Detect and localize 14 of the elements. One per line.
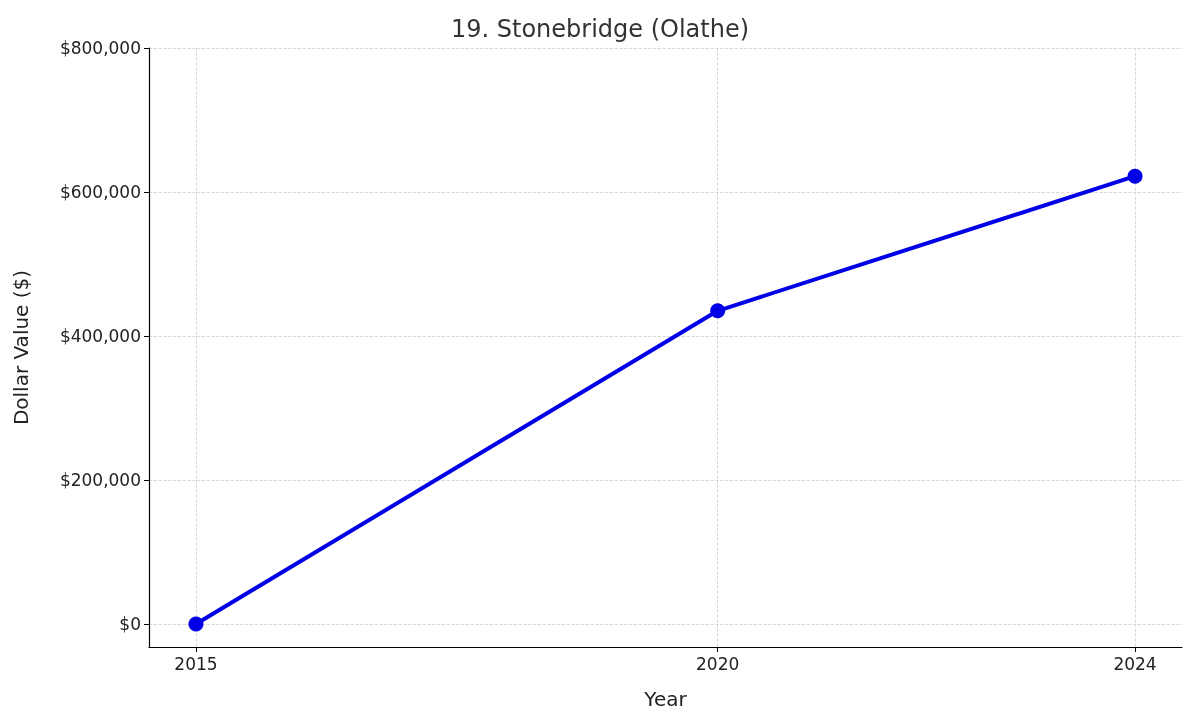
chart-title: 19. Stonebridge (Olathe) xyxy=(450,15,750,43)
point xyxy=(1127,168,1143,184)
y-axis-title: Dollar Value ($) xyxy=(9,269,33,426)
point xyxy=(188,616,204,632)
x-tick-label: 2020 xyxy=(696,653,740,674)
x-tick-label: 2015 xyxy=(174,653,218,674)
y-tick-label: $200,000 xyxy=(59,469,141,490)
y-tick-label: $600,000 xyxy=(59,181,141,202)
point xyxy=(710,303,726,319)
y-tick-label: $400,000 xyxy=(59,325,141,346)
y-tick-label: $800,000 xyxy=(59,38,141,58)
y-tick-label: $0 xyxy=(119,613,141,634)
x-axis-title: Year xyxy=(643,687,688,711)
x-tick-label: 2024 xyxy=(1113,653,1157,674)
